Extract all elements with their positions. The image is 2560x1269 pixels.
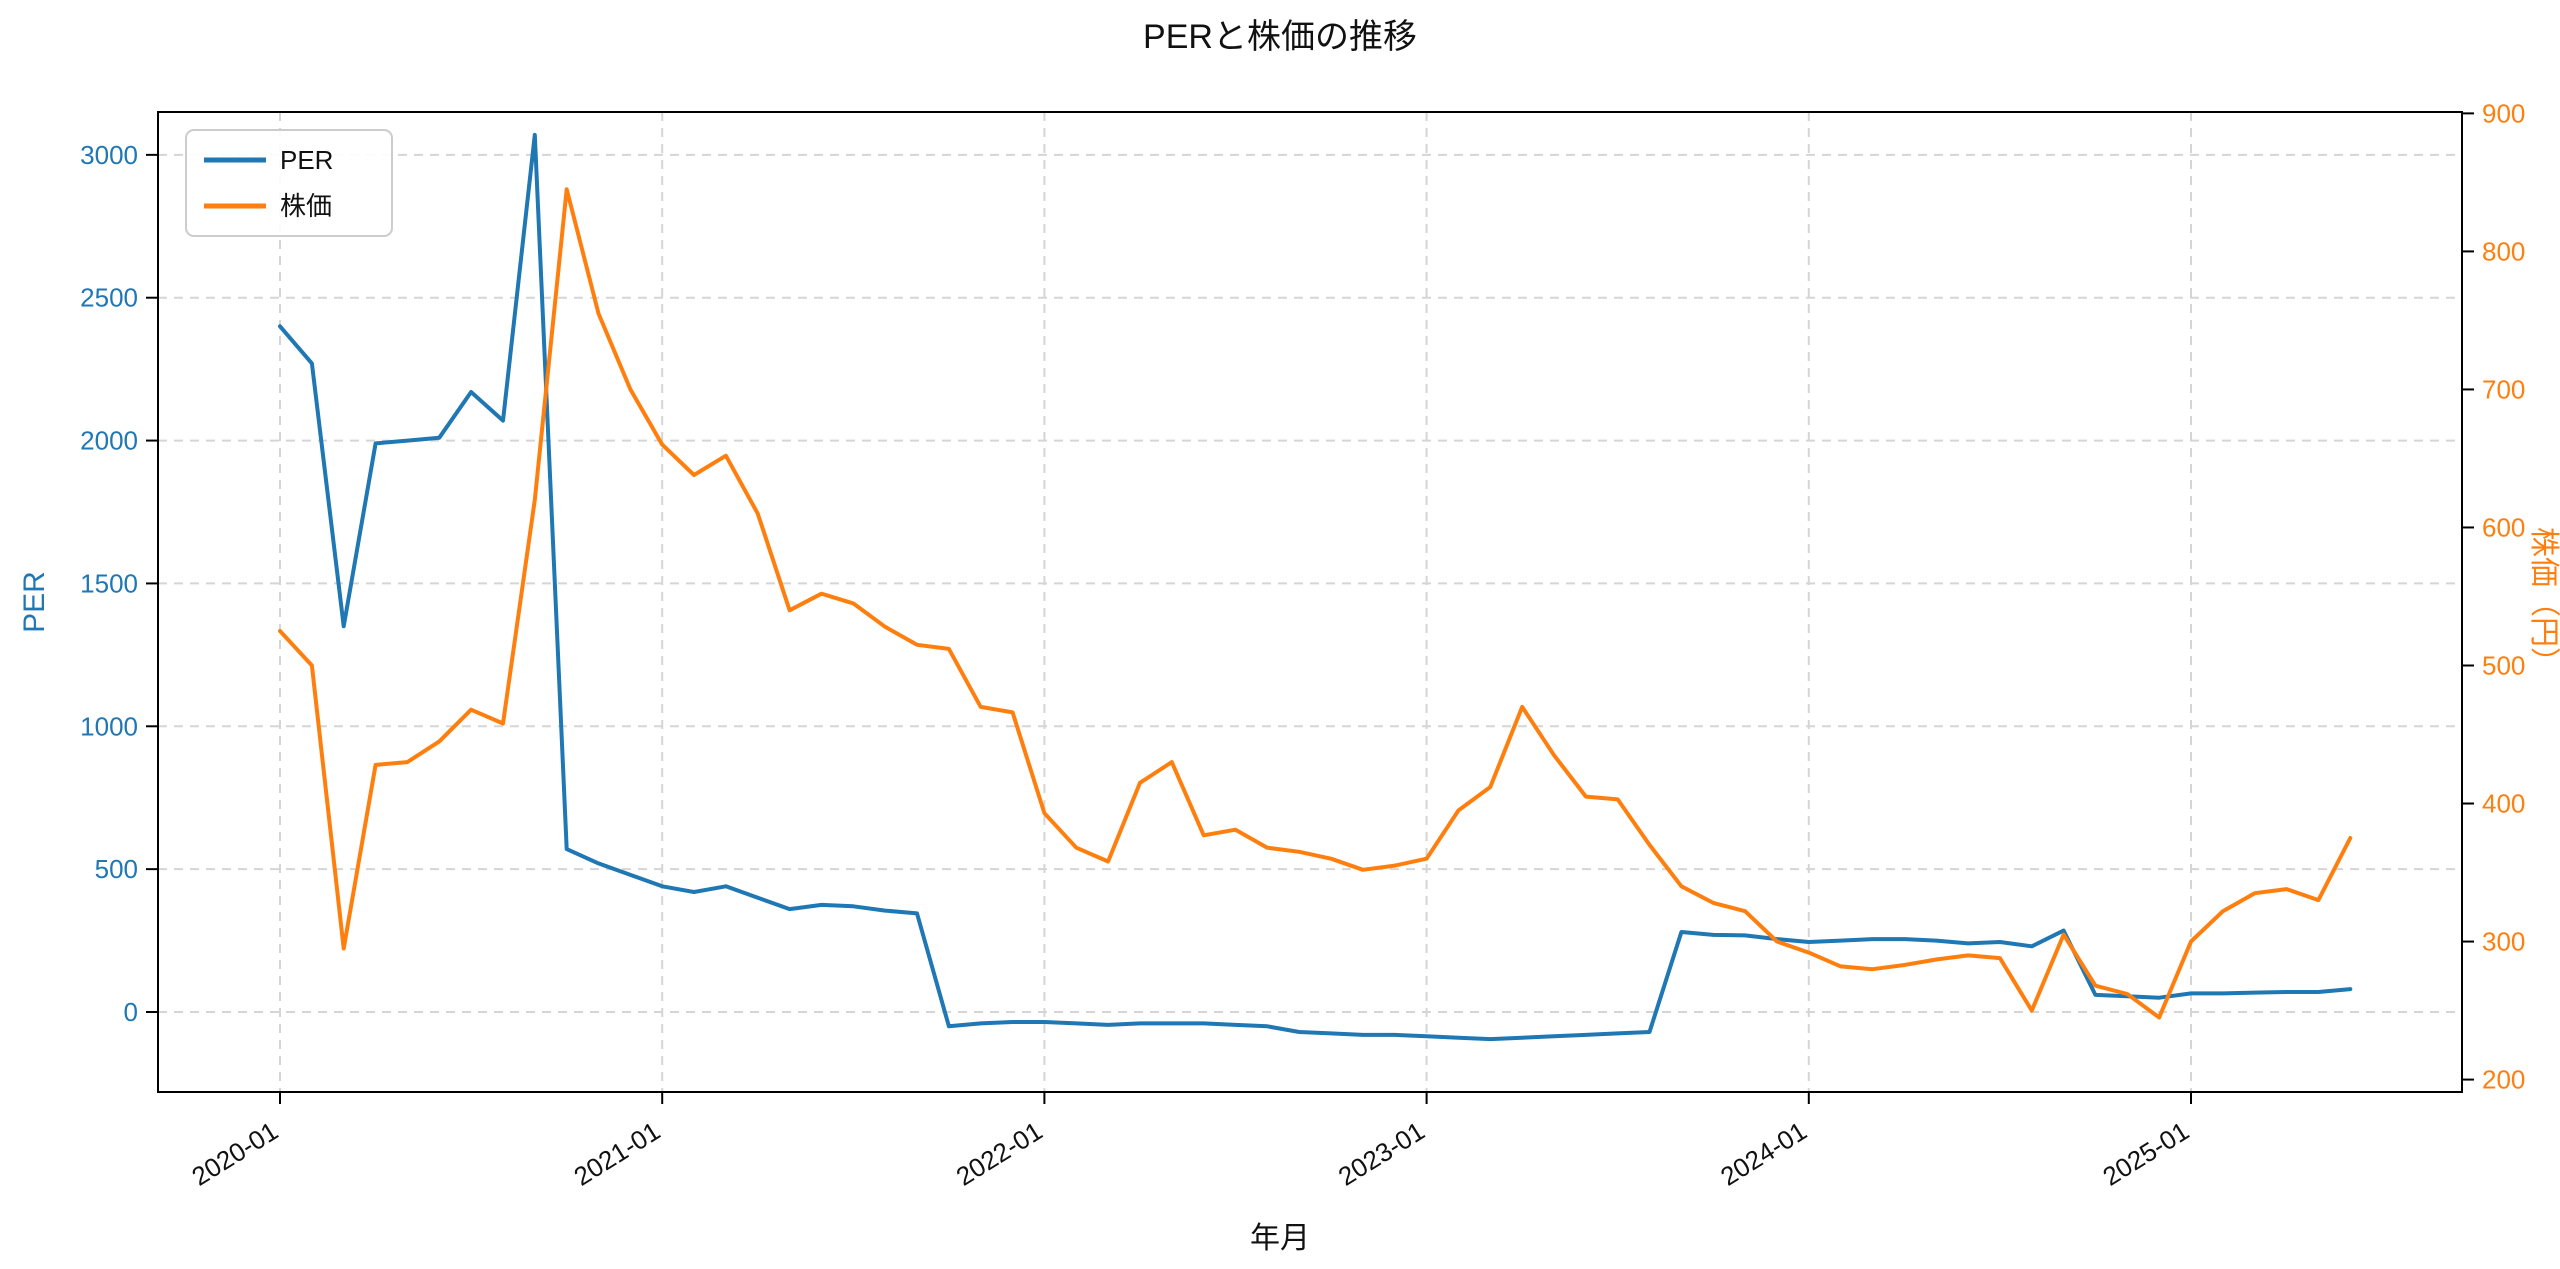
legend-label-kabuka: 株価 [280,191,332,221]
left-tick-label: 500 [95,854,138,884]
right-tick-label: 900 [2482,98,2525,128]
right-tick-label: 400 [2482,789,2525,819]
left-tick-label: 1000 [80,711,138,741]
left-y-axis-label: PER [18,571,51,633]
plot-border [157,111,2463,1093]
series-line-株価 [278,187,2353,1020]
left-tick-label: 1500 [80,568,138,598]
series-lines [278,132,2353,1042]
series-line-PER [278,132,2353,1042]
right-tick-label: 200 [2482,1065,2525,1095]
right-tick-label: 600 [2482,512,2525,542]
legend-label-per: PER [280,145,333,175]
chart-title: PERと株価の推移 [1143,18,1417,56]
left-tick-label: 3000 [80,140,138,170]
right-y-axis-label: 株価（円） [2527,527,2560,677]
legend: PER 株価 [185,129,393,237]
right-tick-label: 500 [2482,650,2525,680]
right-tick-label: 300 [2482,927,2525,957]
legend-box [185,129,393,237]
right-tick-label: 700 [2482,374,2525,404]
left-tick-label: 2500 [80,283,138,313]
right-tick-label: 800 [2482,236,2525,266]
grid-lines [158,112,2462,1092]
left-tick-label: 0 [124,997,138,1027]
x-axis-label: 年月 [1250,1222,1310,1255]
tick-marks [146,112,2474,1104]
left-tick-label: 2000 [80,426,138,456]
